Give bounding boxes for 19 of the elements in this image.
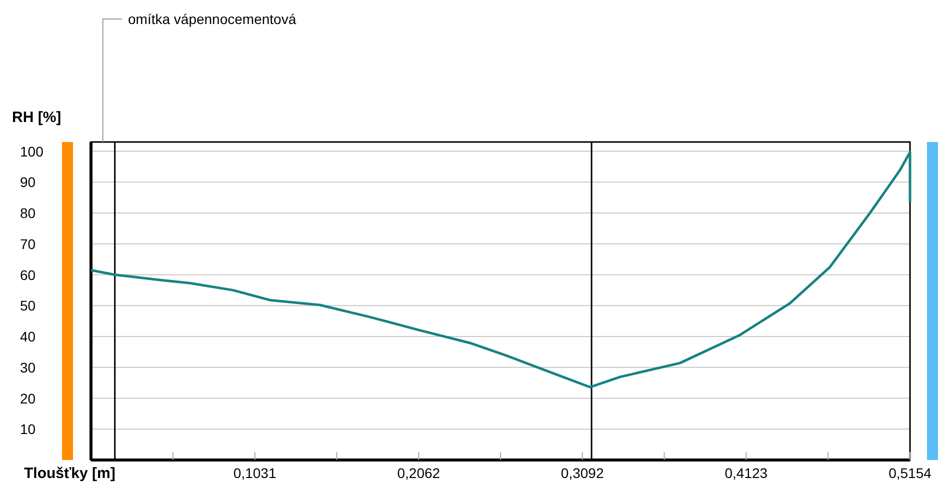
y-tick-label: 70 bbox=[20, 236, 36, 252]
y-tick-label: 60 bbox=[20, 266, 36, 283]
y-tick-label: 100 bbox=[20, 143, 44, 160]
y-axis-title: RH [%] bbox=[12, 109, 62, 126]
y-tick-label: 40 bbox=[20, 328, 36, 345]
x-axis-title: Tloušťky [m] bbox=[24, 465, 116, 482]
y-tick-label: 10 bbox=[20, 421, 36, 438]
line-series bbox=[90, 150, 912, 388]
y-tick-label: 50 bbox=[20, 298, 36, 314]
x-tick-label: 0,4123 bbox=[724, 465, 768, 481]
x-tick-label: 0,5154 bbox=[888, 465, 932, 481]
y-tick-label: 20 bbox=[20, 390, 36, 406]
text: omítka vápennocementová bbox=[128, 11, 296, 27]
x-tick-label: 0,2062 bbox=[397, 465, 440, 481]
y-tick-label: 90 bbox=[20, 174, 36, 190]
y-tick-label: 30 bbox=[20, 359, 36, 376]
x-tick-label: 0,3092 bbox=[560, 465, 604, 481]
x-tick-label: 0,1031 bbox=[233, 465, 276, 481]
y-tick-label: 80 bbox=[20, 205, 36, 222]
